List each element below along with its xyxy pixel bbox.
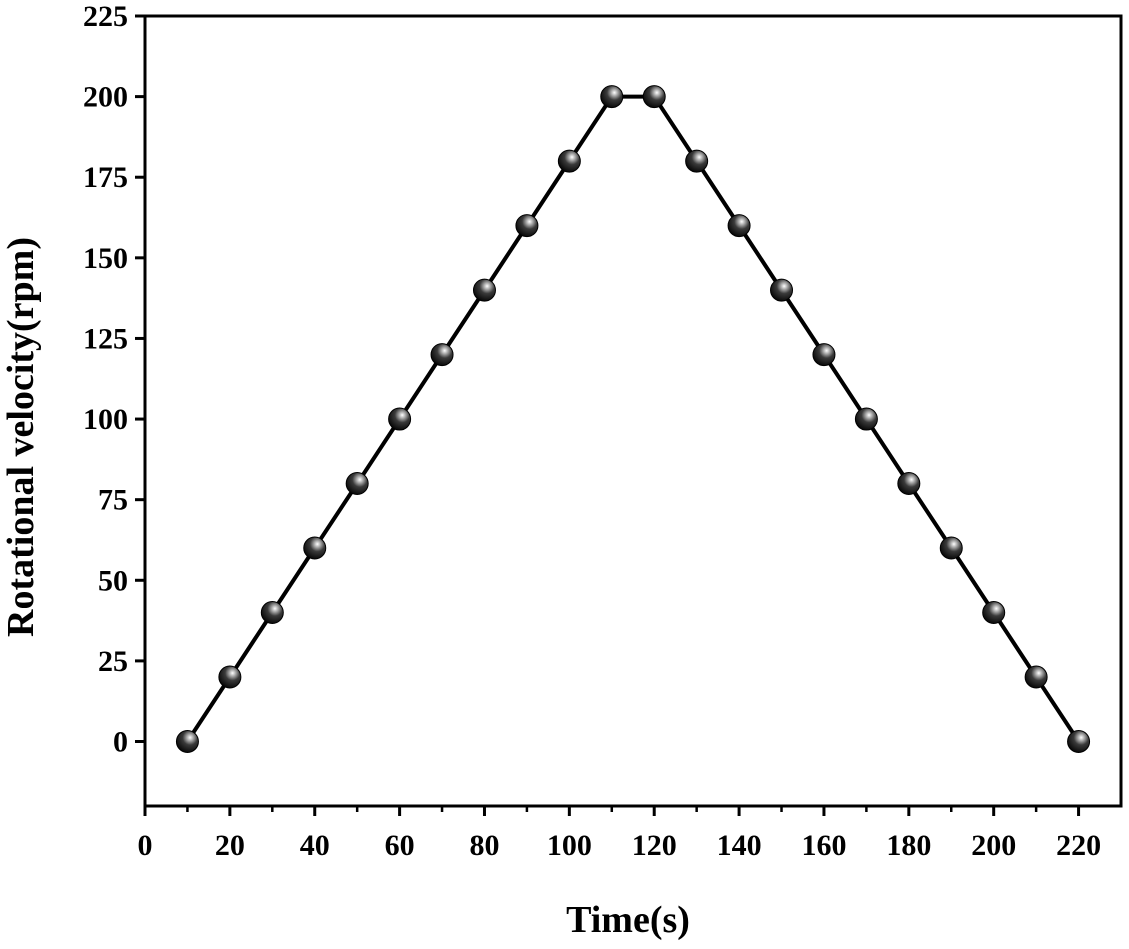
y-tick-label: 125	[83, 322, 128, 355]
x-tick-label: 0	[138, 829, 153, 862]
x-tick-label: 140	[717, 829, 762, 862]
data-point	[685, 149, 709, 173]
data-point	[642, 85, 666, 109]
y-tick-label: 175	[83, 161, 128, 194]
x-tick-label: 220	[1056, 829, 1101, 862]
y-tick-label: 0	[113, 726, 128, 759]
data-point	[1067, 730, 1091, 754]
data-point	[897, 472, 921, 496]
data-point	[515, 214, 539, 238]
data-point	[727, 214, 751, 238]
y-tick-label: 100	[83, 403, 128, 436]
data-point	[388, 407, 412, 431]
x-tick-label: 100	[547, 829, 592, 862]
data-point	[175, 730, 199, 754]
y-tick-label: 25	[98, 645, 128, 678]
data-point	[854, 407, 878, 431]
series-line	[185, 94, 1081, 743]
x-tick-label: 40	[300, 829, 330, 862]
data-point	[770, 278, 794, 302]
data-point	[345, 472, 369, 496]
x-tick-label: 20	[215, 829, 245, 862]
y-axis-title: Rotational velocity(rpm)	[0, 237, 42, 637]
data-point	[430, 343, 454, 367]
data-point	[557, 149, 581, 173]
x-tick-label: 120	[632, 829, 677, 862]
data-point	[939, 536, 963, 560]
data-point	[600, 85, 624, 109]
data-point	[218, 665, 242, 689]
x-tick-label: 180	[886, 829, 931, 862]
x-tick-label: 160	[801, 829, 846, 862]
y-tick-label: 200	[83, 81, 128, 114]
data-point	[303, 536, 327, 560]
y-tick-label: 75	[98, 484, 128, 517]
data-point	[982, 601, 1006, 625]
y-tick-label: 50	[98, 564, 128, 597]
x-tick-label: 80	[469, 829, 499, 862]
data-point	[1024, 665, 1048, 689]
x-tick-label: 200	[971, 829, 1016, 862]
y-tick-label: 150	[83, 242, 128, 275]
x-axis-title: Time(s)	[566, 899, 690, 941]
data-point	[260, 601, 284, 625]
data-point	[472, 278, 496, 302]
y-tick-label: 225	[83, 0, 128, 33]
x-tick-label: 60	[385, 829, 415, 862]
plot-frame	[143, 14, 1123, 808]
data-point	[812, 343, 836, 367]
